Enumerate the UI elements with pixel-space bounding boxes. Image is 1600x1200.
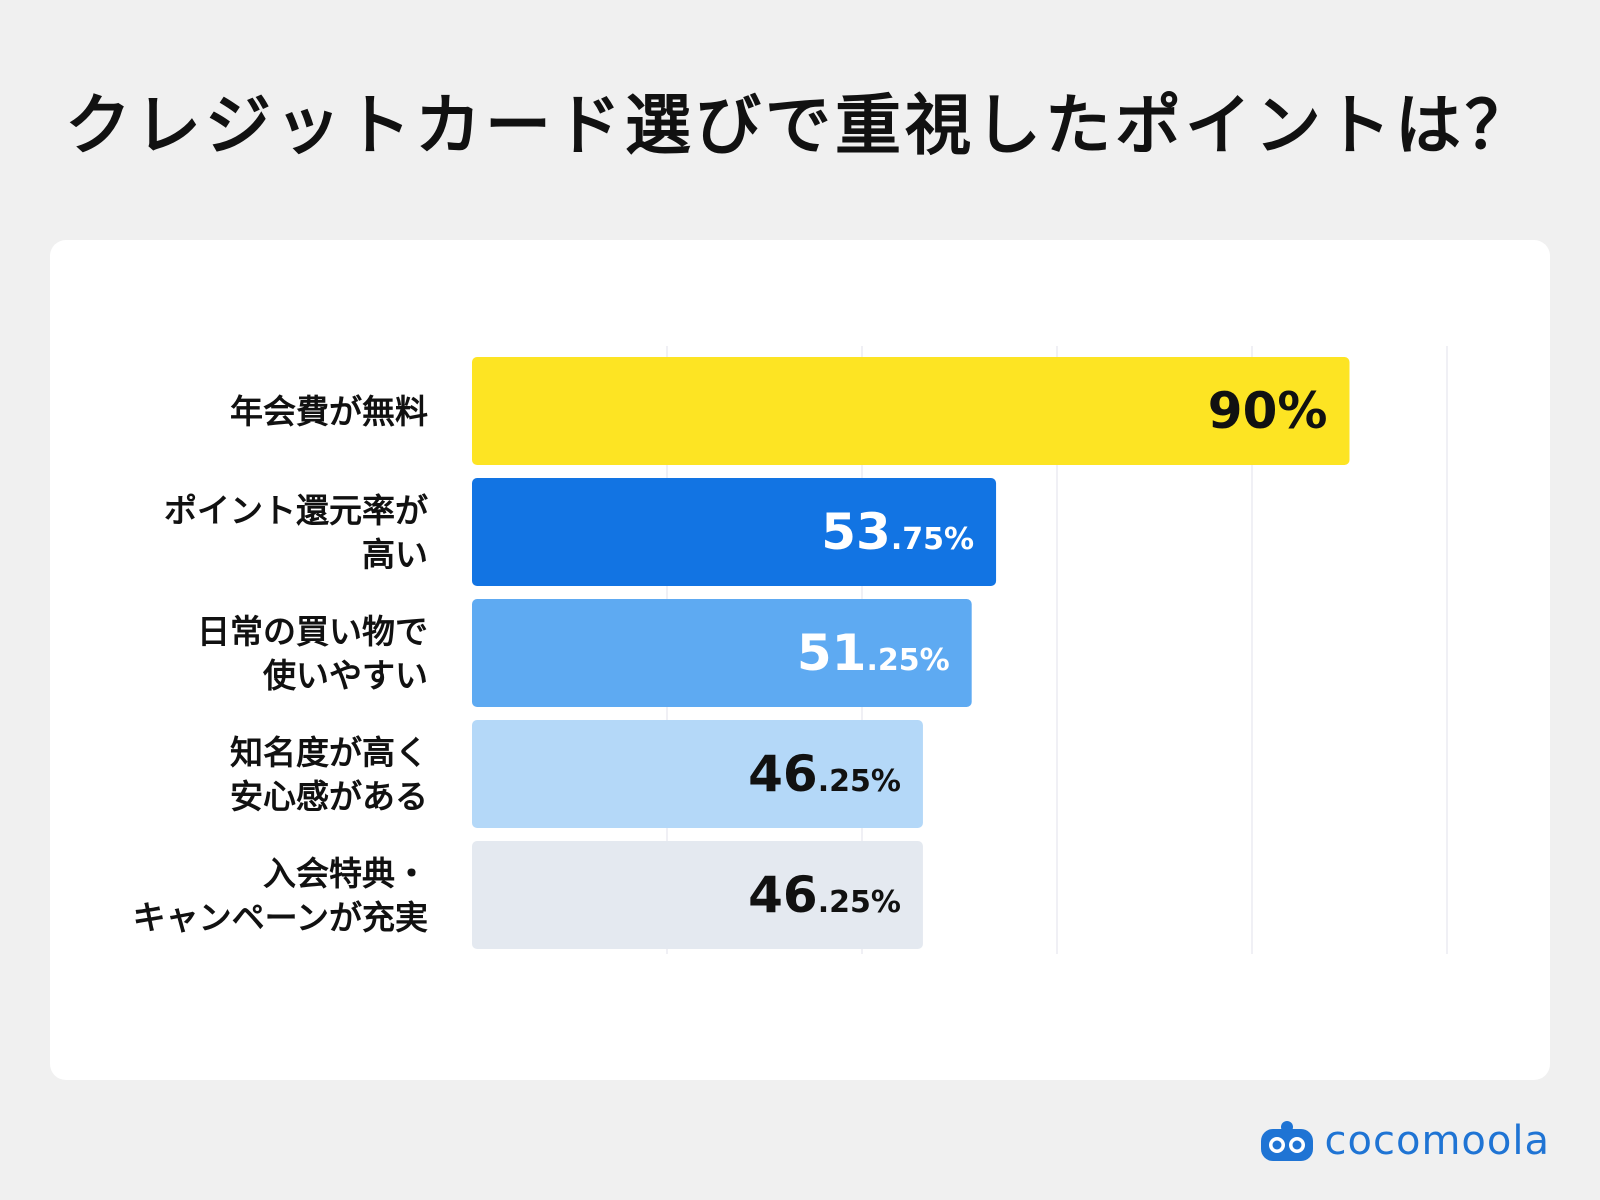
cocomoola-logo: cocomoola — [1259, 1118, 1550, 1164]
category-label: 知名度が高く — [230, 733, 428, 772]
bar — [472, 599, 972, 707]
bar — [472, 720, 923, 828]
category-label: 入会特典・ — [263, 854, 428, 893]
value-label: 51.25% — [797, 624, 950, 682]
bar — [472, 478, 997, 586]
chart-title: クレジットカード選びで重視したポイントは？ — [65, 87, 1535, 164]
category-label: 高い — [362, 535, 428, 574]
logo-text: cocomoola — [1324, 1118, 1550, 1164]
cocomoola-logo-icon — [1260, 1121, 1313, 1161]
bar — [472, 841, 923, 949]
category-label: ポイント還元率が — [164, 491, 428, 530]
category-label: 安心感がある — [230, 777, 428, 816]
category-label: キャンペーンが充実 — [133, 898, 428, 937]
chart-card: 年会費が無料 90% ポイント還元率が高い 53.75% 日常の買い物で使いやすい 51.… — [50, 240, 1550, 1080]
value-label: 46.25% — [748, 866, 901, 924]
value-label: 53.75% — [821, 503, 974, 561]
category-label: 日常の買い物で — [197, 612, 428, 651]
category-label: 年会費が無料 — [230, 392, 428, 431]
value-label: 90% — [1208, 382, 1328, 440]
bar — [472, 357, 1350, 465]
category-label: 使いやすい — [263, 656, 428, 695]
value-label: 46.25% — [748, 745, 901, 803]
